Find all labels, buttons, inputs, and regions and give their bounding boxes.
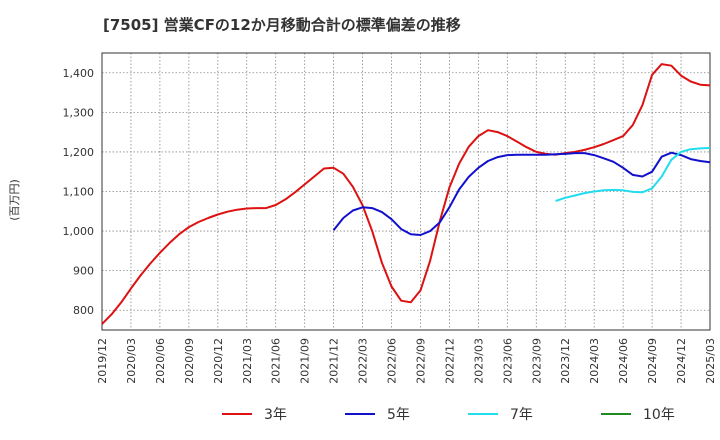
x-tick-label: 2020/06 bbox=[154, 338, 167, 384]
y-tick-label: 1,100 bbox=[63, 186, 95, 199]
y-tick-label: 1,300 bbox=[63, 106, 95, 119]
x-tick-label: 2023/12 bbox=[559, 338, 572, 384]
y-tick-label: 1,000 bbox=[63, 225, 95, 238]
x-tick-label: 2023/03 bbox=[472, 338, 485, 384]
x-tick-label: 2021/06 bbox=[270, 338, 283, 384]
x-tick-label: 2020/09 bbox=[183, 338, 196, 384]
series-layer bbox=[101, 63, 711, 325]
x-tick-label: 2023/09 bbox=[530, 338, 543, 384]
plot-background bbox=[102, 53, 710, 330]
x-tick-label: 2020/12 bbox=[212, 338, 225, 384]
x-tick-label: 2021/12 bbox=[328, 338, 341, 384]
x-tick-label: 2021/03 bbox=[241, 338, 254, 384]
series-line-3年 bbox=[101, 63, 711, 325]
legend: 3年 5年 7年 10年 bbox=[222, 407, 675, 423]
plot-border bbox=[101, 52, 711, 331]
plot-area bbox=[101, 52, 711, 331]
x-tick-label: 2019/12 bbox=[96, 338, 109, 384]
legend-label-5年: 5年 bbox=[387, 407, 410, 423]
y-axis: 800 900 1,000 1,100 1,200 1,300 1,400 bbox=[63, 67, 95, 317]
x-tick-label: 2024/03 bbox=[588, 338, 601, 384]
x-tick-label: 2023/06 bbox=[501, 338, 514, 384]
y-tick-label: 1,200 bbox=[63, 146, 95, 159]
x-tick-label: 2024/06 bbox=[617, 338, 630, 384]
x-tick-label: 2024/12 bbox=[675, 338, 688, 384]
x-tick-label: 2024/09 bbox=[646, 338, 659, 384]
x-tick-label: 2022/03 bbox=[357, 338, 370, 384]
x-tick-label: 2022/12 bbox=[443, 338, 456, 384]
y-tick-label: 800 bbox=[73, 304, 94, 317]
legend-label-10年: 10年 bbox=[643, 407, 675, 423]
x-tick-label: 2025/03 bbox=[704, 338, 717, 384]
chart-title: [7505] 営業CFの12か月移動合計の標準偏差の推移 bbox=[103, 16, 461, 34]
x-tick-label: 2021/09 bbox=[299, 338, 312, 384]
x-tick-label: 2022/06 bbox=[386, 338, 399, 384]
series-line-7年 bbox=[555, 147, 711, 202]
y-axis-label: (百万円) bbox=[8, 179, 21, 221]
legend-label-3年: 3年 bbox=[264, 407, 287, 423]
series-line-5年 bbox=[332, 151, 711, 236]
x-axis: 2019/12 2020/03 2020/06 2020/09 2020/12 2021/… bbox=[96, 338, 717, 384]
x-tick-label: 2022/09 bbox=[414, 338, 427, 384]
x-tick-label: 2020/03 bbox=[125, 338, 138, 384]
y-tick-label: 900 bbox=[73, 265, 94, 278]
y-tick-label: 1,400 bbox=[63, 67, 95, 80]
legend-label-7年: 7年 bbox=[510, 407, 533, 423]
